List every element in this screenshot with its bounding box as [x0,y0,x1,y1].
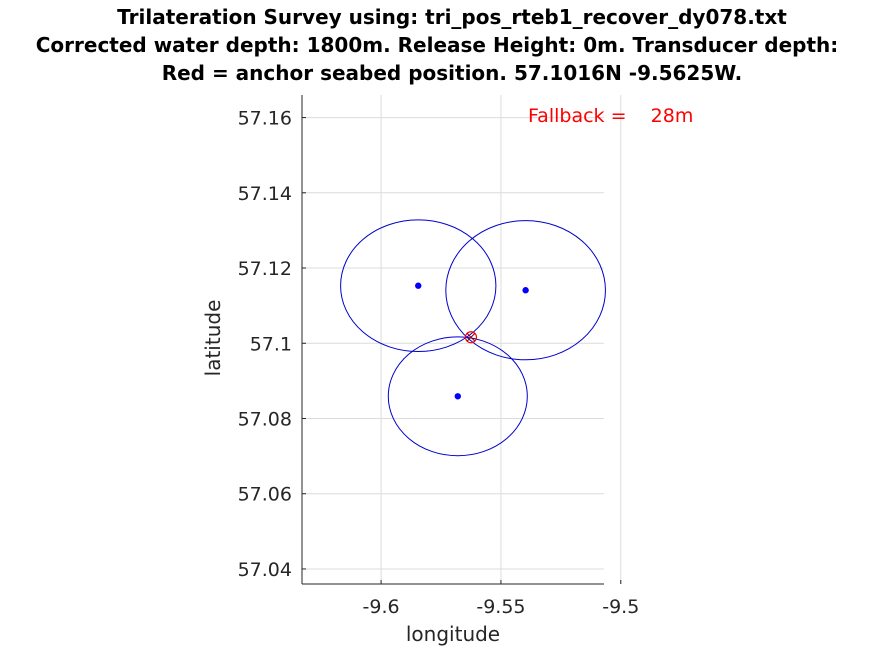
x-tick-labels: -9.6 -9.55 -9.5 [363,596,640,618]
x-tick-label: -9.6 [363,596,400,618]
range-circle-2 [445,220,606,361]
y-tick-label: 57.16 [238,108,292,130]
anchor-cross-b [466,332,476,342]
ranging-point-2 [522,287,529,294]
y-tick-label: 57.1 [250,333,292,355]
ranging-points [415,282,529,400]
y-tick-label: 57.06 [238,484,292,506]
y-tick-labels: 57.04 57.06 57.08 57.1 57.12 57.14 57.16 [238,108,292,581]
y-tick-label: 57.14 [238,183,292,205]
chart-title: Trilateration Survey using: tri_pos_rteb… [36,5,839,85]
grid [302,95,622,584]
x-tick-label: -9.55 [476,596,525,618]
fallback-annotation: Fallback = 28m [528,105,693,127]
ranging-point-1 [415,282,422,289]
x-axis-label: longitude [406,622,500,646]
y-tick-label: 57.12 [238,258,292,280]
title-line-3: Red = anchor seabed position. 57.1016N -… [162,61,743,85]
title-line-2: Corrected water depth: 1800m. Release He… [36,33,839,57]
y-axis-label: latitude [201,300,225,377]
anchor-circle [464,331,478,344]
x-tick-label: -9.5 [602,596,639,618]
range-circle-3 [387,336,528,457]
axes [301,95,622,585]
range-circle-1 [340,219,497,353]
y-tick-label: 57.08 [238,408,292,430]
y-tick-label: 57.04 [238,559,292,581]
ranging-point-3 [454,393,461,400]
range-circles [340,219,606,457]
anchor-marker [464,331,478,344]
title-line-1: Trilateration Survey using: tri_pos_rteb… [117,5,787,29]
